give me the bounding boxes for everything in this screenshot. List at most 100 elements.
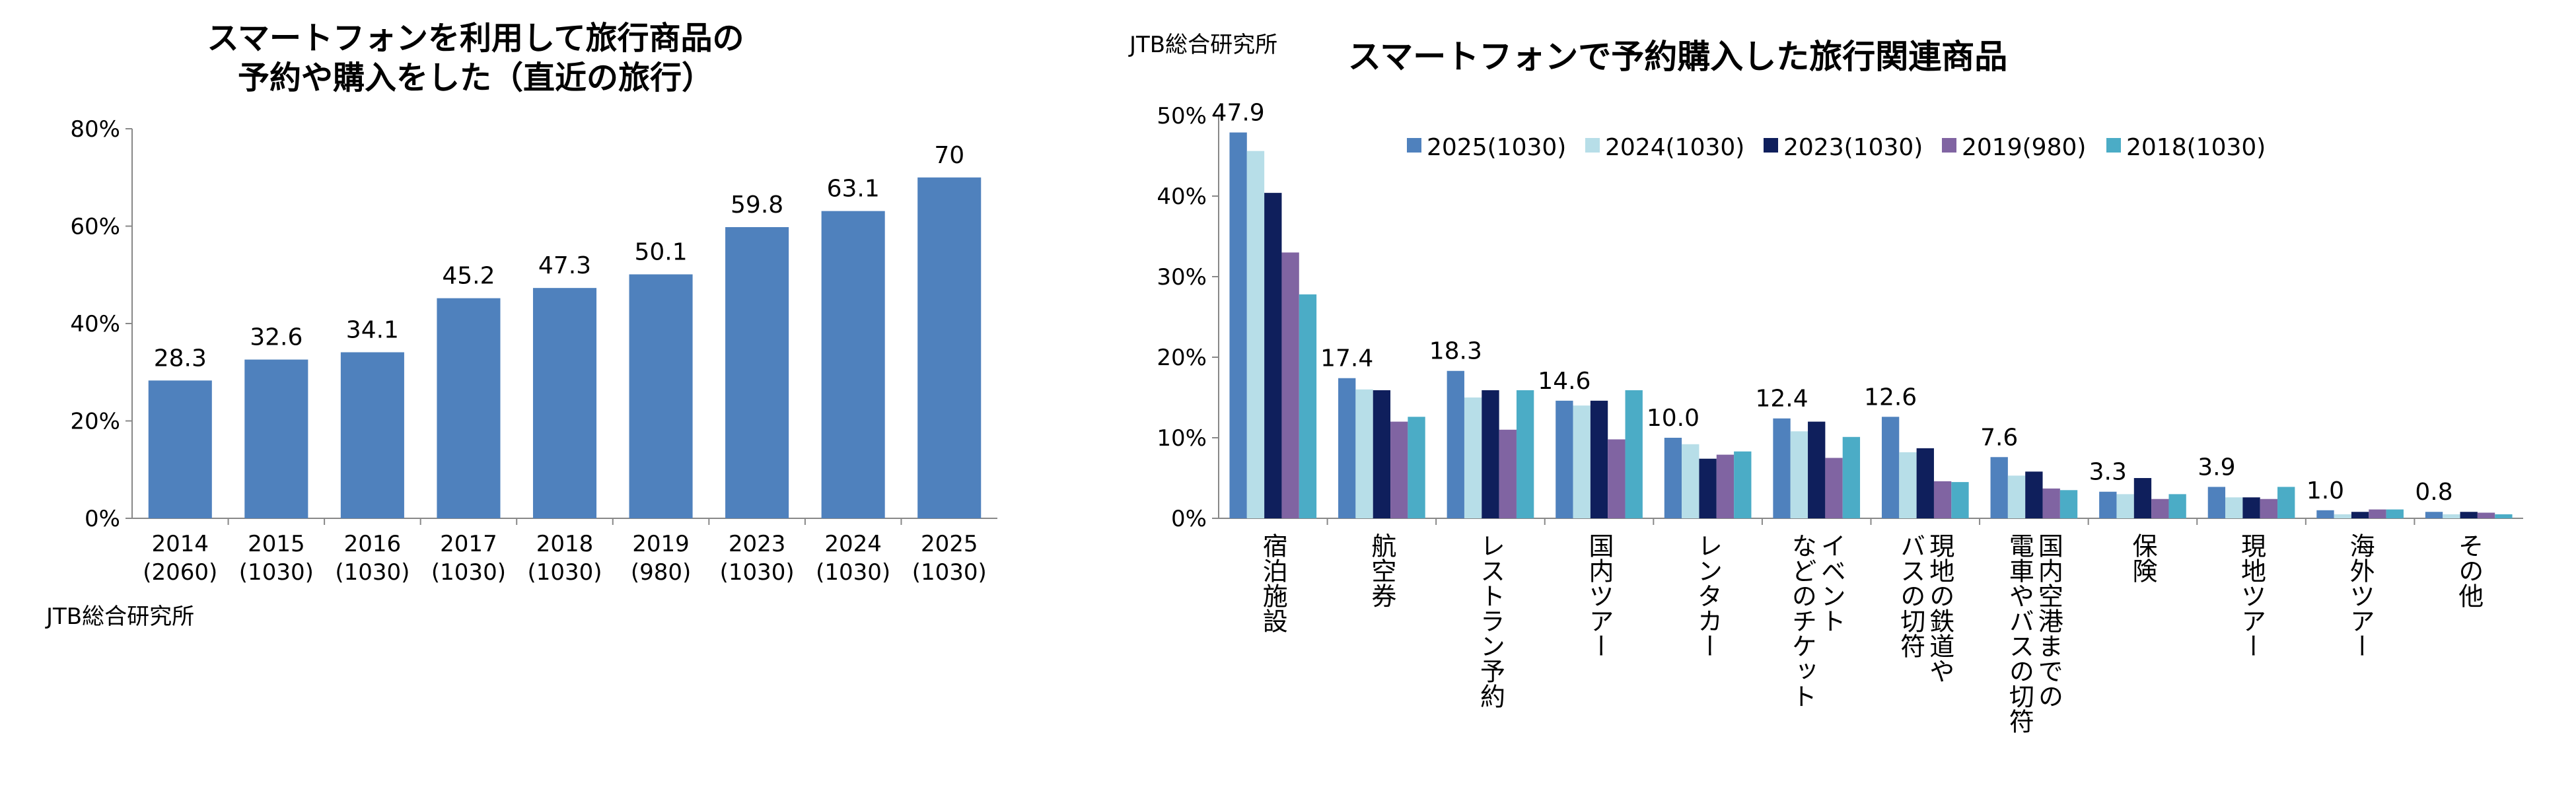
right-chart-panel: JTB総合研究所 スマートフォンで予約購入した旅行関連商品 0% 10% 20% 30… — [1116, 0, 2576, 791]
x-category-label: 航空券 — [1367, 533, 1396, 608]
x-category-label: 2016 — [344, 531, 402, 557]
bar-2024-1030 — [1573, 405, 1591, 518]
bar-2023-1030 — [1264, 193, 1282, 518]
bar-2019-980 — [2477, 512, 2495, 518]
x-category-sample-label: (1030) — [720, 559, 795, 586]
bar-2025-1030 — [2425, 512, 2443, 518]
left-chart-plot: 0%20%40%60%80%28.32014(2060)32.62015(103… — [70, 116, 997, 586]
bar-2025-1030 — [1881, 417, 1900, 518]
legend-label: 2024(1030) — [1605, 134, 1744, 161]
bar-2019-980 — [1608, 439, 1626, 518]
y-tick-label: 20% — [1157, 345, 1207, 371]
legend-swatch — [1764, 138, 1778, 153]
bar-2019-980 — [2369, 509, 2386, 518]
bar-2023-1030 — [1373, 390, 1391, 518]
bar — [725, 226, 789, 518]
bar-2023-1030 — [2025, 471, 2043, 518]
bar-value-label: 12.6 — [1864, 384, 1917, 411]
x-category-sample-label: (1030) — [335, 559, 410, 586]
bar-2018-1030 — [2168, 494, 2186, 518]
y-tick-label: 80% — [70, 116, 120, 143]
bar-2024-1030 — [2116, 494, 2134, 518]
x-category-label: バスの切符 — [1896, 533, 1925, 658]
legend-label: 2018(1030) — [2126, 134, 2266, 161]
bar-2019-980 — [2042, 488, 2060, 518]
legend-swatch — [1942, 138, 1956, 153]
bar-2025-1030 — [1556, 400, 1573, 518]
bar-2025-1030 — [2207, 487, 2226, 518]
y-tick-label: 0% — [1171, 506, 1207, 532]
bar-2019-980 — [2260, 499, 2278, 518]
bar-2018-1030 — [1734, 451, 1752, 518]
x-category-sample-label: (1030) — [527, 559, 602, 586]
bar-2025-1030 — [1338, 378, 1356, 518]
bar-value-label: 45.2 — [442, 263, 495, 290]
bar-2024-1030 — [2334, 514, 2351, 518]
bar-value-label: 50.1 — [634, 239, 687, 266]
bar-2019-980 — [2151, 499, 2169, 518]
left-chart-panel: スマートフォンを利用して旅行商品の 予約や購入をした（直近の旅行） 0% 20% 4… — [0, 0, 1057, 660]
x-category-label: 保険 — [2128, 533, 2157, 583]
bar — [532, 288, 597, 518]
x-category-label: 2015 — [248, 531, 305, 557]
bar-2023-1030 — [2351, 512, 2369, 518]
right-chart-plot: 0% 10% 20% 30% 40% 50% 2025(1030) 2024(1030) 202… — [1157, 100, 2523, 734]
bar-value-label: 18.3 — [1429, 338, 1482, 365]
bar-value-label: 10.0 — [1647, 405, 1699, 432]
legend-label: 2023(1030) — [1783, 134, 1923, 161]
bar-value-label: 28.3 — [154, 345, 207, 372]
bar-2024-1030 — [1464, 397, 1482, 518]
bar-value-label: 14.6 — [1538, 368, 1591, 395]
bar-2024-1030 — [2443, 514, 2460, 518]
bar — [148, 380, 212, 518]
bar-value-label: 3.3 — [2089, 459, 2127, 486]
bar-2018-1030 — [2386, 509, 2404, 518]
left-chart-title-line-1: スマートフォンを利用して旅行商品の — [207, 20, 744, 57]
bar-value-label: 34.1 — [346, 317, 399, 344]
x-category-label: などのチケット — [1787, 533, 1816, 708]
bar — [340, 352, 404, 518]
legend-swatch — [1585, 138, 1600, 153]
x-category-label: 現地の鉄道や — [1925, 533, 1954, 683]
x-category-label: 2024 — [824, 531, 882, 557]
x-category-label: 国内空港までの — [2034, 533, 2063, 708]
bar-2024-1030 — [1682, 444, 1699, 518]
legend-label: 2025(1030) — [1427, 134, 1566, 161]
bar-2018-1030 — [1408, 417, 1425, 518]
x-category-label: 海外ツアー — [2345, 533, 2375, 658]
y-tick-label: 50% — [1157, 103, 1207, 129]
bar-2023-1030 — [1699, 458, 1717, 518]
bar-value-label: 32.6 — [250, 324, 303, 351]
bar-2024-1030 — [1790, 431, 1808, 518]
bar-2018-1030 — [1516, 390, 1534, 518]
bar — [821, 211, 885, 518]
left-chart-title-line-2: 予約や購入をした（直近の旅行） — [237, 59, 713, 96]
bar-2025-1030 — [2316, 510, 2334, 518]
bar-2023-1030 — [1808, 421, 1826, 518]
x-category-label: 2025 — [921, 531, 978, 557]
left-chart-title: スマートフォンを利用して旅行商品の 予約や購入をした（直近の旅行） — [145, 18, 806, 98]
bar-2023-1030 — [2460, 512, 2478, 518]
bar-2023-1030 — [1590, 400, 1608, 518]
bar-2019-980 — [1825, 458, 1843, 518]
x-category-label: イベント — [1816, 533, 1845, 633]
bar-2019-980 — [1716, 454, 1735, 518]
bar-2025-1030 — [1229, 132, 1247, 518]
x-category-label: 2023 — [729, 531, 786, 557]
bar-2024-1030 — [2225, 497, 2243, 518]
bar-2024-1030 — [1899, 452, 1917, 518]
y-tick-label: 30% — [1157, 264, 1207, 291]
left-chart-source: JTB総合研究所 — [46, 603, 195, 630]
x-category-label: その他 — [2454, 533, 2484, 608]
legend-swatch — [2106, 138, 2121, 153]
bar-value-label: 0.8 — [2415, 479, 2452, 506]
bar-2018-1030 — [2495, 514, 2513, 518]
bar — [629, 274, 693, 518]
x-category-sample-label: (980) — [631, 559, 691, 586]
x-category-sample-label: (1030) — [816, 559, 890, 586]
x-category-sample-label: (1030) — [431, 559, 506, 586]
bar-value-label: 59.8 — [731, 191, 783, 219]
bar-2019-980 — [1390, 421, 1408, 518]
bar-value-label: 1.0 — [2307, 477, 2344, 504]
bar-value-label: 3.9 — [2198, 454, 2235, 481]
